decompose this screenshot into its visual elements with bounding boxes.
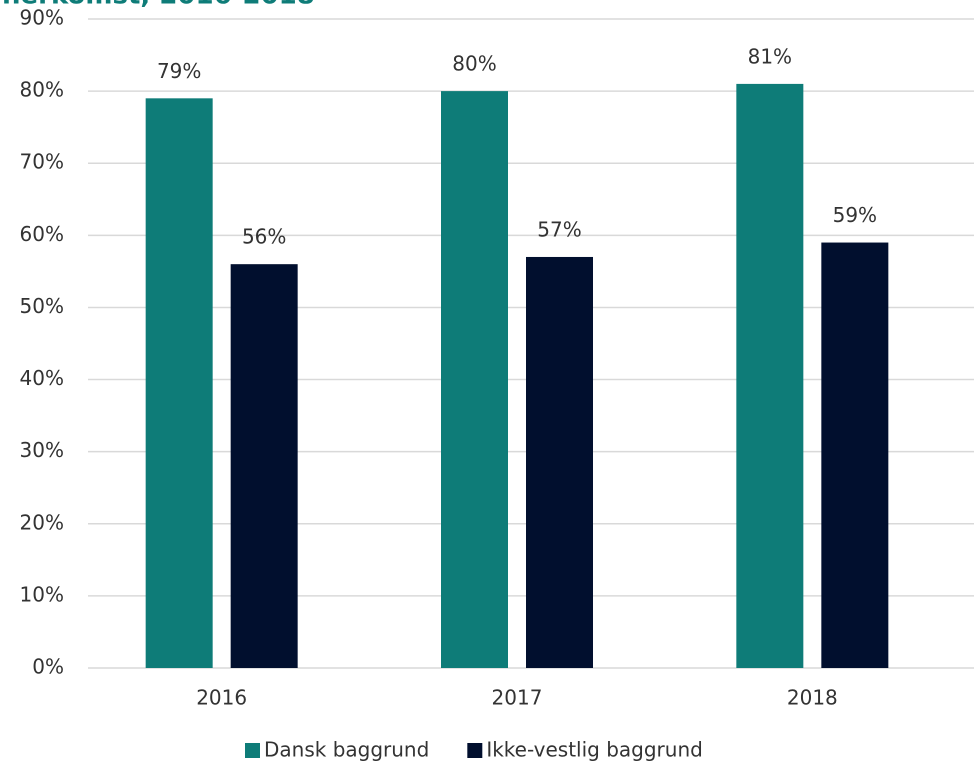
legend-label: Dansk baggrund bbox=[264, 738, 429, 762]
y-tick-label: 50% bbox=[20, 294, 64, 318]
value-label: 56% bbox=[242, 225, 286, 249]
bar bbox=[736, 83, 804, 668]
y-tick-label: 30% bbox=[20, 438, 64, 462]
bar bbox=[441, 91, 508, 669]
x-tick-label: 2017 bbox=[492, 686, 543, 710]
bar bbox=[145, 98, 213, 669]
y-tick-label: 60% bbox=[20, 222, 64, 246]
chart-title: herkomst, 2016-2018 bbox=[2, 0, 315, 11]
value-label: 79% bbox=[157, 59, 201, 83]
value-label: 80% bbox=[452, 52, 496, 76]
y-tick-label: 90% bbox=[20, 6, 64, 30]
x-tick-label: 2016 bbox=[196, 686, 247, 710]
legend-swatch bbox=[467, 743, 483, 758]
y-tick-label: 0% bbox=[32, 655, 64, 679]
y-tick-label: 20% bbox=[20, 510, 64, 534]
y-tick-label: 80% bbox=[20, 78, 64, 102]
y-tick-label: 70% bbox=[20, 150, 64, 174]
y-tick-label: 10% bbox=[20, 582, 64, 606]
value-label: 59% bbox=[833, 203, 877, 227]
y-tick-label: 40% bbox=[20, 366, 64, 390]
legend-swatch bbox=[245, 743, 260, 758]
value-label: 57% bbox=[537, 217, 581, 241]
value-label: 81% bbox=[748, 44, 792, 68]
legend-label: Ikke-vestlig baggrund bbox=[486, 738, 703, 762]
bar bbox=[821, 242, 889, 669]
x-tick-label: 2018 bbox=[787, 686, 838, 710]
bar bbox=[526, 256, 593, 668]
bar bbox=[230, 264, 298, 668]
